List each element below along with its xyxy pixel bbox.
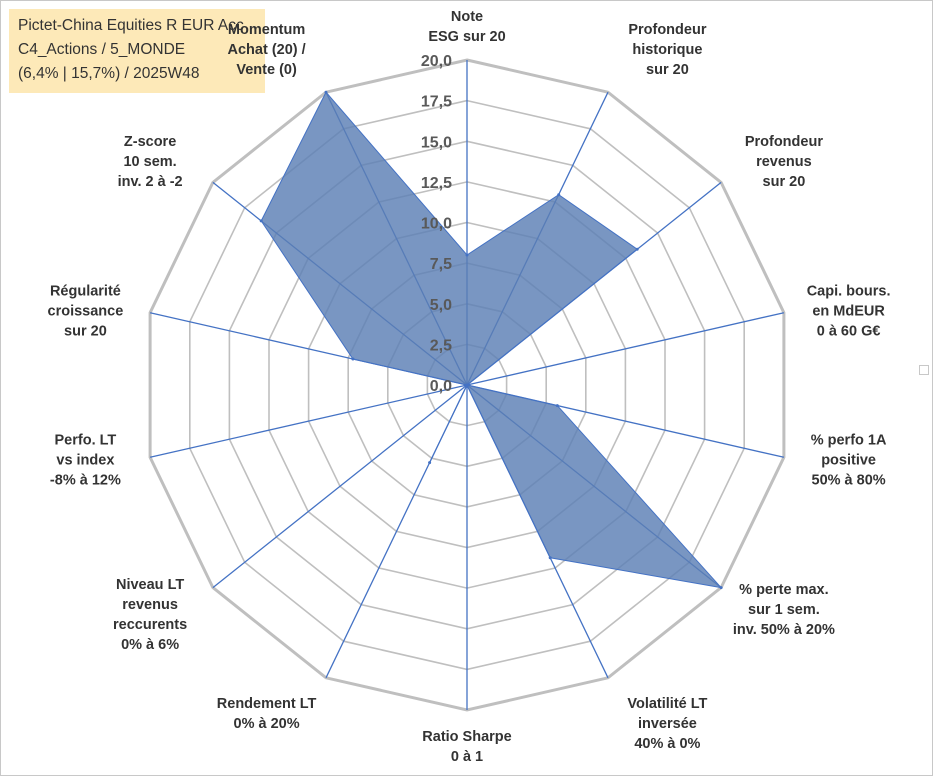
tick-label: 5,0 xyxy=(430,297,452,314)
tick-label: 12,5 xyxy=(421,175,452,192)
axis-label-line: positive xyxy=(821,453,876,469)
axis-label-1: Note ESG sur 20 xyxy=(428,9,505,45)
axis-label-line: sur 20 xyxy=(646,62,689,78)
axis-label-9: Rendement LT 0% à 20% xyxy=(217,696,317,732)
axis-label-8: Ratio Sharpe 0 à 1 xyxy=(422,729,511,765)
radar-axis-labels: Note ESG sur 20 Profondeur historique sur 20… xyxy=(48,9,891,765)
axis-label-line: sur 1 sem. xyxy=(748,602,820,618)
axis-label-line: Ratio Sharpe xyxy=(422,729,511,745)
axis-label-line: 0% à 20% xyxy=(234,716,300,732)
axis-label-4: Capi. bours. en MdEUR 0 à 60 G€ xyxy=(807,284,891,340)
series-area xyxy=(260,91,723,589)
resize-handle[interactable] xyxy=(919,365,929,375)
axis-label-line: Note xyxy=(451,9,483,25)
data-point-12 xyxy=(351,357,355,361)
tick-label: 17,5 xyxy=(421,94,452,111)
axis-label-line: Achat (20) / xyxy=(228,42,306,58)
radar-series xyxy=(259,90,723,590)
axis-label-line: Rendement LT xyxy=(217,696,317,712)
radar-tick-labels: 0,0 2,5 5,0 7,5 10,0 12,5 15,0 17,5 20,0 xyxy=(421,53,452,395)
axis-label-line: sur 20 xyxy=(64,324,107,340)
axis-label-2: Profondeur historique sur 20 xyxy=(628,22,706,78)
axis-label-line: Profondeur xyxy=(628,22,706,38)
axis-label-line: 0 à 60 G€ xyxy=(817,324,881,340)
axis-label-line: Vente (0) xyxy=(236,62,297,78)
fund-stats: (6,4% | 15,7%) / 2025W48 xyxy=(18,65,200,82)
tick-label: 0,0 xyxy=(430,378,452,395)
axis-label-line: reccurents xyxy=(113,617,187,633)
axis-label-line: Volatilité LT xyxy=(627,696,707,712)
axis-label-line: Régularité xyxy=(50,284,121,300)
axis-label-13: Z-score 10 sem. inv. 2 à -2 xyxy=(118,134,183,190)
tick-label: 10,0 xyxy=(421,216,452,233)
axis-label-11: Perfo. LT vs index -8% à 12% xyxy=(50,433,121,489)
data-point-2 xyxy=(557,193,561,197)
axis-label-3: Profondeur revenus sur 20 xyxy=(745,134,823,190)
axis-label-line: 40% à 0% xyxy=(634,736,700,752)
axis-label-line: Capi. bours. xyxy=(807,284,891,300)
axis-label-line: Perfo. LT xyxy=(55,433,117,449)
axis-label-line: 0% à 6% xyxy=(121,637,179,653)
tick-label: 20,0 xyxy=(421,53,452,70)
axis-label-line: Momentum xyxy=(228,22,305,38)
axis-label-line: revenus xyxy=(122,597,178,613)
axis-label-14: Momentum Achat (20) / Vente (0) xyxy=(228,22,306,78)
data-point-11 xyxy=(465,383,469,387)
fund-category: C4_Actions / 5_MONDE xyxy=(18,41,186,58)
axis-label-6: % perte max. sur 1 sem. inv. 50% à 20% xyxy=(733,582,835,638)
tick-label: 7,5 xyxy=(430,256,452,273)
axis-label-line: 50% à 80% xyxy=(812,473,886,489)
axis-label-line: inv. 50% à 20% xyxy=(733,622,835,638)
axis-label-line: % perte max. xyxy=(739,582,828,598)
axis-label-line: inv. 2 à -2 xyxy=(118,174,183,190)
axis-label-line: en MdEUR xyxy=(812,304,885,320)
data-point-9 xyxy=(428,461,432,465)
data-point-5 xyxy=(555,404,559,408)
spoke-11 xyxy=(149,384,468,458)
data-point-3 xyxy=(635,247,639,251)
axis-label-line: 10 sem. xyxy=(123,154,176,170)
data-point-1 xyxy=(465,253,469,257)
axis-label-12: Régularité croissance sur 20 xyxy=(48,284,124,340)
axis-label-line: Niveau LT xyxy=(116,577,184,593)
axis-label-line: 0 à 1 xyxy=(451,749,483,765)
axis-label-5: % perfo 1A positive 50% à 80% xyxy=(811,433,887,489)
axis-label-line: % perfo 1A xyxy=(811,433,887,449)
data-point-14 xyxy=(324,90,328,94)
axis-label-line: Z-score xyxy=(124,134,176,150)
tick-label: 2,5 xyxy=(430,337,452,354)
data-point-13 xyxy=(259,219,263,223)
fund-name: Pictet-China Equities R EUR Acc xyxy=(18,17,244,34)
axis-label-line: croissance xyxy=(48,304,124,320)
fund-info-box: Pictet-China Equities R EUR Acc C4_Actio… xyxy=(9,9,265,93)
data-point-7 xyxy=(548,556,552,560)
tick-label: 15,0 xyxy=(421,134,452,151)
axis-label-7: Volatilité LT inversée 40% à 0% xyxy=(627,696,707,752)
spoke-4 xyxy=(466,312,785,386)
axis-label-line: Profondeur xyxy=(745,134,823,150)
spoke-10 xyxy=(212,384,468,589)
axis-label-line: inversée xyxy=(638,716,697,732)
axis-label-line: ESG sur 20 xyxy=(428,29,505,45)
axis-label-line: revenus xyxy=(756,154,812,170)
data-point-6 xyxy=(719,586,723,590)
axis-label-line: historique xyxy=(632,42,702,58)
axis-label-10: Niveau LT revenus reccurents 0% à 6% xyxy=(113,577,187,653)
axis-label-line: -8% à 12% xyxy=(50,473,121,489)
axis-label-line: vs index xyxy=(56,453,114,469)
axis-label-line: sur 20 xyxy=(763,174,806,190)
